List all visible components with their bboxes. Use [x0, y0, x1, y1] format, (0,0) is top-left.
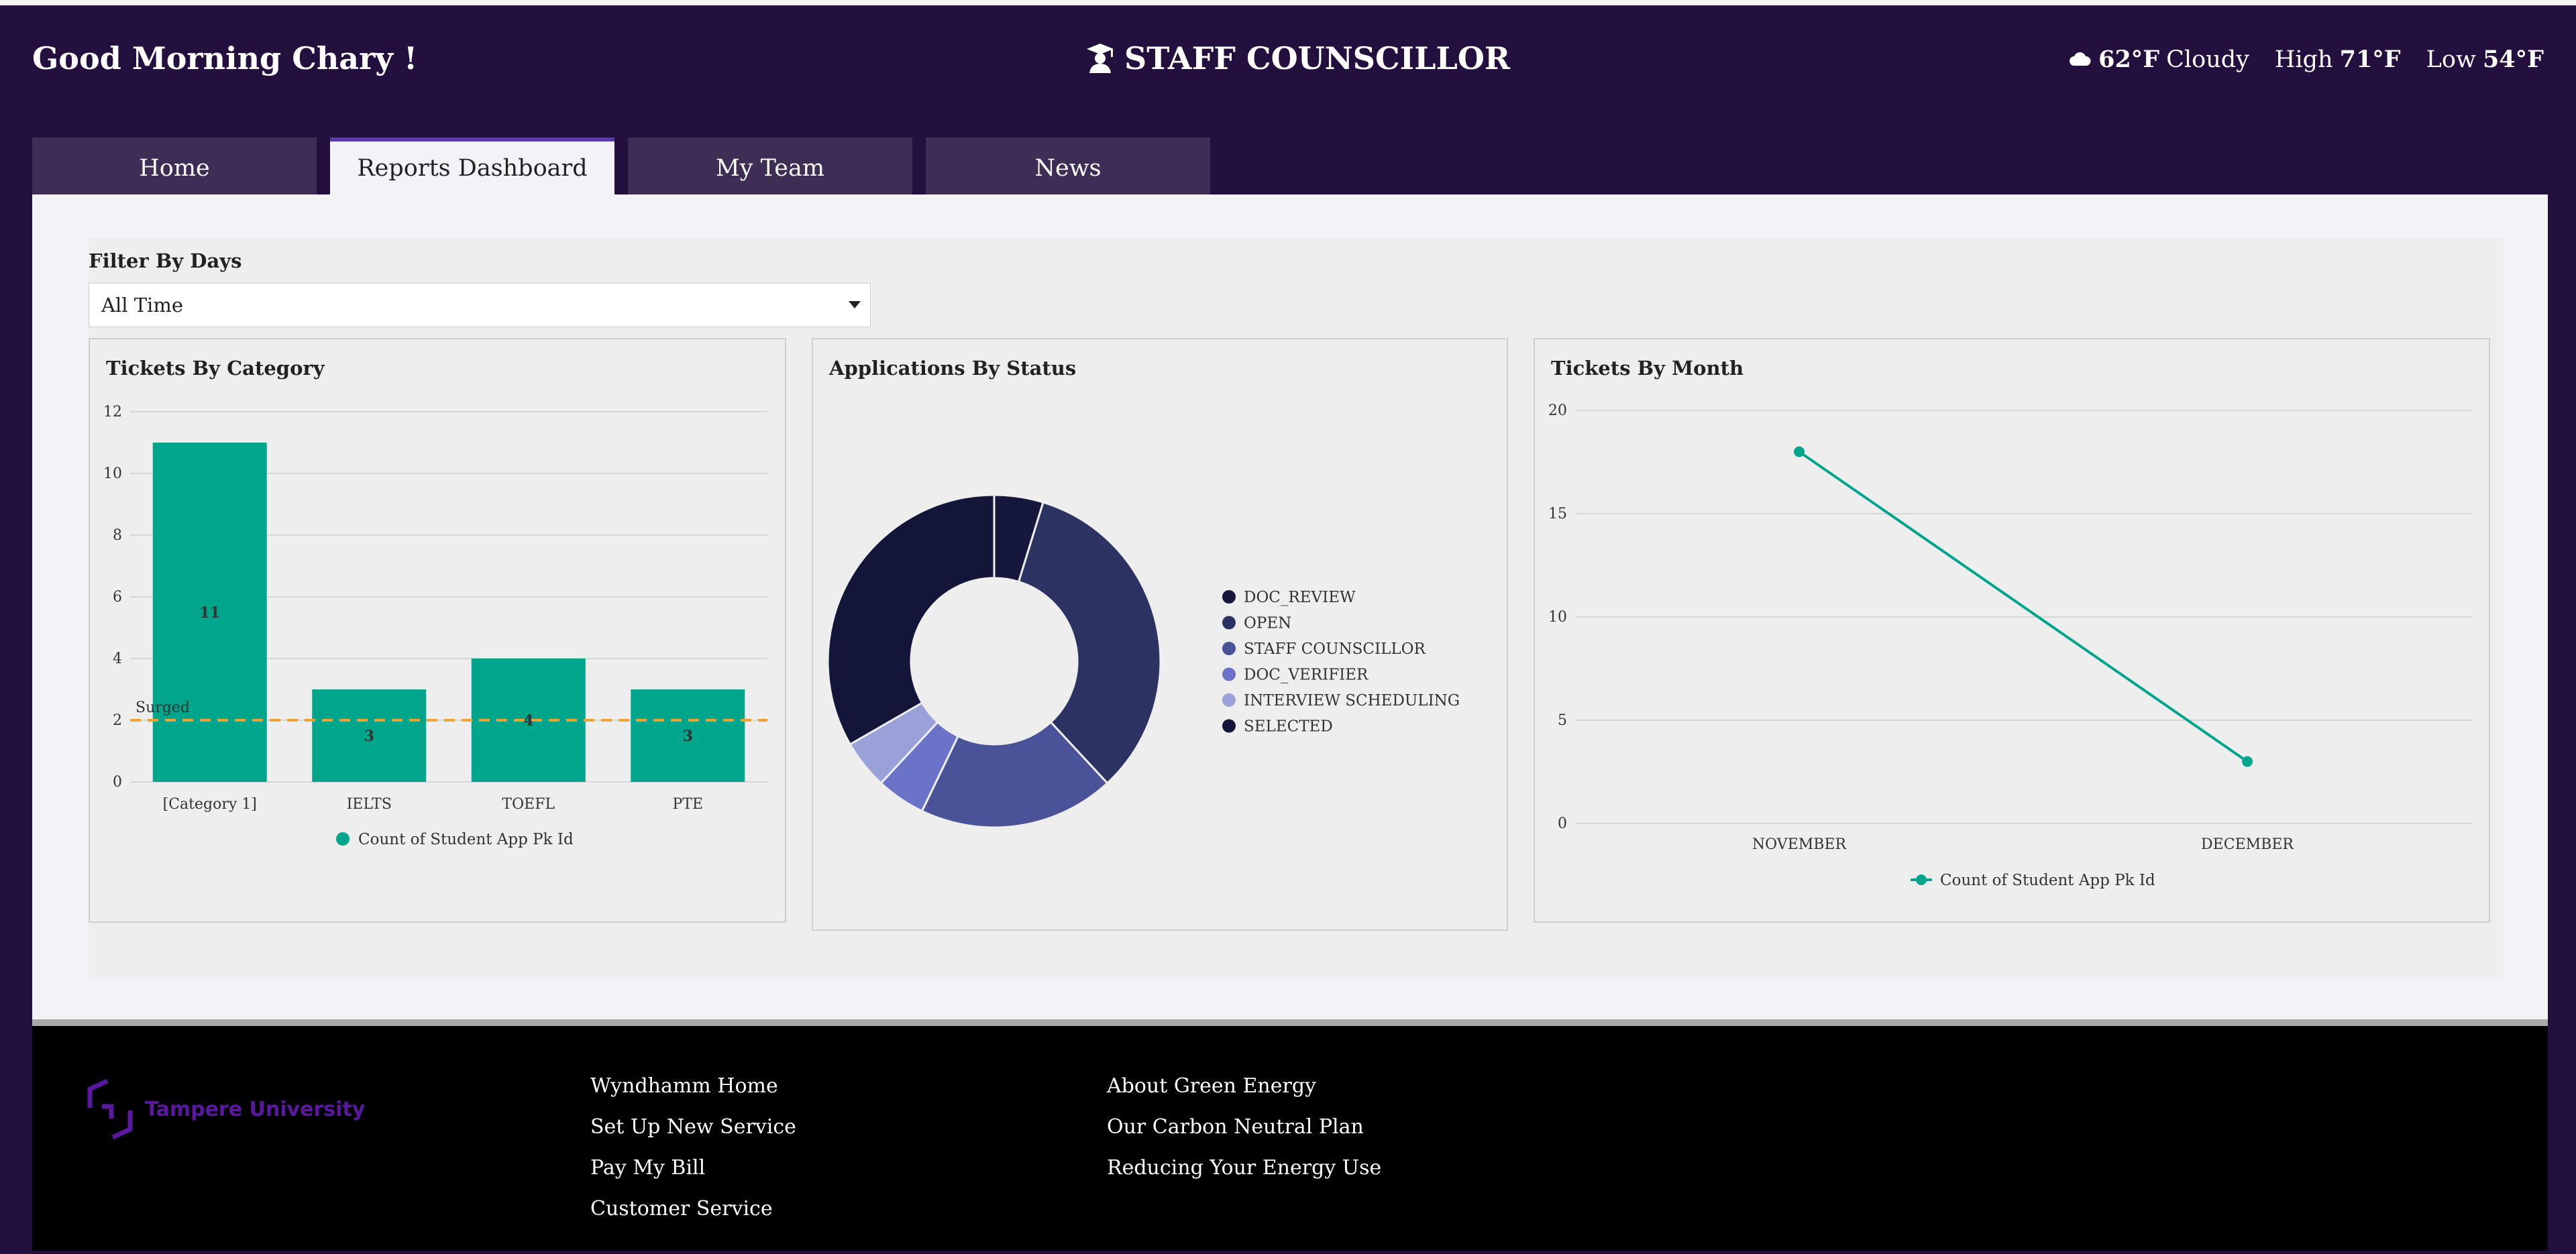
reference-line-label: Surged: [136, 699, 190, 716]
data-point: [2242, 756, 2253, 767]
university-logo-text: Tampere University: [145, 1097, 366, 1121]
y-tick-label: 2: [113, 712, 122, 729]
legend-marker: [1222, 616, 1236, 630]
weather-low: Low 54°F: [2426, 46, 2544, 73]
footer-links-col-1: Wyndhamm Home Set Up New Service Pay My …: [590, 1074, 796, 1220]
bar-value-label: 4: [523, 712, 533, 730]
legend-marker: [336, 832, 350, 846]
footer: Tampere University Wyndhamm Home Set Up …: [32, 1019, 2548, 1251]
legend-marker: [1916, 874, 1927, 885]
bar-chart: 0 2 4 6 8 10 12 11 [Category 1] 3 IELTS 4 TOEFL 3 PTE S…: [103, 404, 767, 848]
weather-high-label: High: [2274, 46, 2333, 73]
legend-label: Count of Student App Pk Id: [358, 831, 574, 848]
y-tick-label: 4: [113, 650, 122, 667]
legend-label: DOC_VERIFIER: [1244, 667, 1368, 684]
bar: [312, 689, 427, 782]
footer-link[interactable]: About Green Energy: [1107, 1074, 1316, 1098]
bar: [152, 443, 267, 782]
footer-link[interactable]: Pay My Bill: [590, 1156, 706, 1180]
y-tick-label: 10: [1548, 609, 1567, 626]
tickets-by-month-card: Tickets By Month 0 5 10 15 20 NOVEMBER DECEMBE…: [1534, 338, 2490, 923]
weather-low-label: Low: [2426, 46, 2476, 73]
tab-reports-dashboard[interactable]: Reports Dashboard: [330, 137, 614, 194]
chart-title: Tickets By Category: [106, 357, 325, 380]
legend-label: SELECTED: [1244, 718, 1333, 736]
data-point: [1794, 446, 1805, 457]
bar-value-label: 11: [199, 604, 220, 622]
x-tick-label: DECEMBER: [2201, 836, 2294, 853]
footer-link[interactable]: Customer Service: [590, 1197, 773, 1220]
legend-marker: [1222, 590, 1236, 604]
chevron-down-icon: [849, 301, 861, 308]
role-title: STAFF COUNSCILLOR: [1085, 40, 1510, 76]
footer-link[interactable]: Set Up New Service: [590, 1115, 796, 1139]
donut-chart: DOC_REVIEW OPEN STAFF COUNSCILLOR DOC_VERIF…: [826, 494, 1460, 829]
chart-title: Tickets By Month: [1551, 357, 1744, 380]
tab-home[interactable]: Home: [32, 137, 317, 194]
filter-selected-value: All Time: [101, 294, 183, 317]
legend-label: STAFF COUNSCILLOR: [1244, 640, 1426, 658]
tickets-by-category-card: Tickets By Category 0 2 4 6 8 10 12 11 [Category…: [89, 338, 786, 923]
university-logo[interactable]: Tampere University: [83, 1076, 365, 1143]
applications-by-status-card: Applications By Status DOC_REVIEW OPEN STA…: [812, 338, 1508, 931]
y-tick-label: 0: [1558, 815, 1567, 832]
bar-value-label: 3: [364, 728, 374, 745]
weather-condition: Cloudy: [2166, 46, 2249, 73]
legend-marker: [1222, 642, 1236, 655]
weather-current: 62°F Cloudy: [2069, 46, 2249, 73]
weather-temp: 62°F: [2098, 46, 2160, 73]
footer-links-col-2: About Green Energy Our Carbon Neutral Pl…: [1107, 1074, 1381, 1180]
weather-low-value: 54°F: [2482, 46, 2544, 73]
legend-marker: [1222, 667, 1236, 681]
legend-marker: [1222, 693, 1236, 707]
y-tick-label: 12: [103, 404, 122, 420]
role-label: STAFF COUNSCILLOR: [1124, 40, 1511, 76]
x-tick-label: NOVEMBER: [1752, 836, 1847, 853]
page-edge: [2548, 194, 2576, 1254]
cloud-icon: [2070, 52, 2091, 66]
x-tick-label: TOEFL: [502, 796, 555, 813]
main-content: Filter By Days All Time Tickets By Categ…: [32, 194, 2548, 1019]
graduate-icon: [1087, 44, 1114, 73]
donut-slice: [826, 494, 996, 746]
legend-label: OPEN: [1244, 615, 1291, 632]
legend-marker: [1222, 719, 1236, 733]
line-chart: 0 5 10 15 20 NOVEMBER DECEMBER Count of Student…: [1548, 402, 2471, 889]
donut-slice: [1017, 501, 1162, 785]
y-tick-label: 5: [1558, 712, 1567, 729]
legend-label: INTERVIEW SCHEDULING: [1244, 692, 1460, 709]
tab-news[interactable]: News: [926, 137, 1210, 194]
filter-days-select[interactable]: All Time: [89, 283, 871, 327]
greeting-text: Good Morning Chary !: [32, 40, 418, 76]
chart-title: Applications By Status: [829, 357, 1077, 380]
footer-link[interactable]: Our Carbon Neutral Plan: [1107, 1115, 1364, 1139]
donut-slice: [920, 720, 1109, 829]
y-tick-label: 0: [113, 774, 122, 791]
top-border: [0, 0, 2576, 5]
filter-label: Filter By Days: [89, 249, 242, 272]
y-tick-label: 8: [113, 527, 122, 544]
weather-widget: 62°F Cloudy High 71°F Low 54°F: [2069, 46, 2544, 73]
series-line: [1798, 450, 2249, 763]
weather-high-value: 71°F: [2339, 46, 2401, 73]
weather-high: High 71°F: [2275, 46, 2401, 73]
dashboard-panel: Filter By Days All Time Tickets By Categ…: [89, 237, 2504, 979]
y-tick-label: 6: [113, 589, 122, 606]
university-logo-icon: [87, 1078, 133, 1140]
bar: [631, 689, 745, 782]
main-tabs: Home Reports Dashboard My Team News: [32, 137, 1210, 194]
footer-link[interactable]: Reducing Your Energy Use: [1107, 1156, 1382, 1180]
tab-my-team[interactable]: My Team: [628, 137, 912, 194]
y-tick-label: 10: [103, 465, 122, 482]
x-tick-label: [Category 1]: [163, 796, 257, 813]
x-tick-label: IELTS: [347, 796, 392, 813]
footer-link[interactable]: Wyndhamm Home: [590, 1074, 778, 1098]
y-tick-label: 15: [1548, 506, 1567, 522]
legend-label: Count of Student App Pk Id: [1940, 872, 2155, 889]
x-tick-label: PTE: [672, 796, 703, 813]
y-tick-label: 20: [1548, 402, 1567, 419]
bar-value-label: 3: [683, 728, 693, 745]
legend-label: DOC_REVIEW: [1244, 589, 1356, 606]
